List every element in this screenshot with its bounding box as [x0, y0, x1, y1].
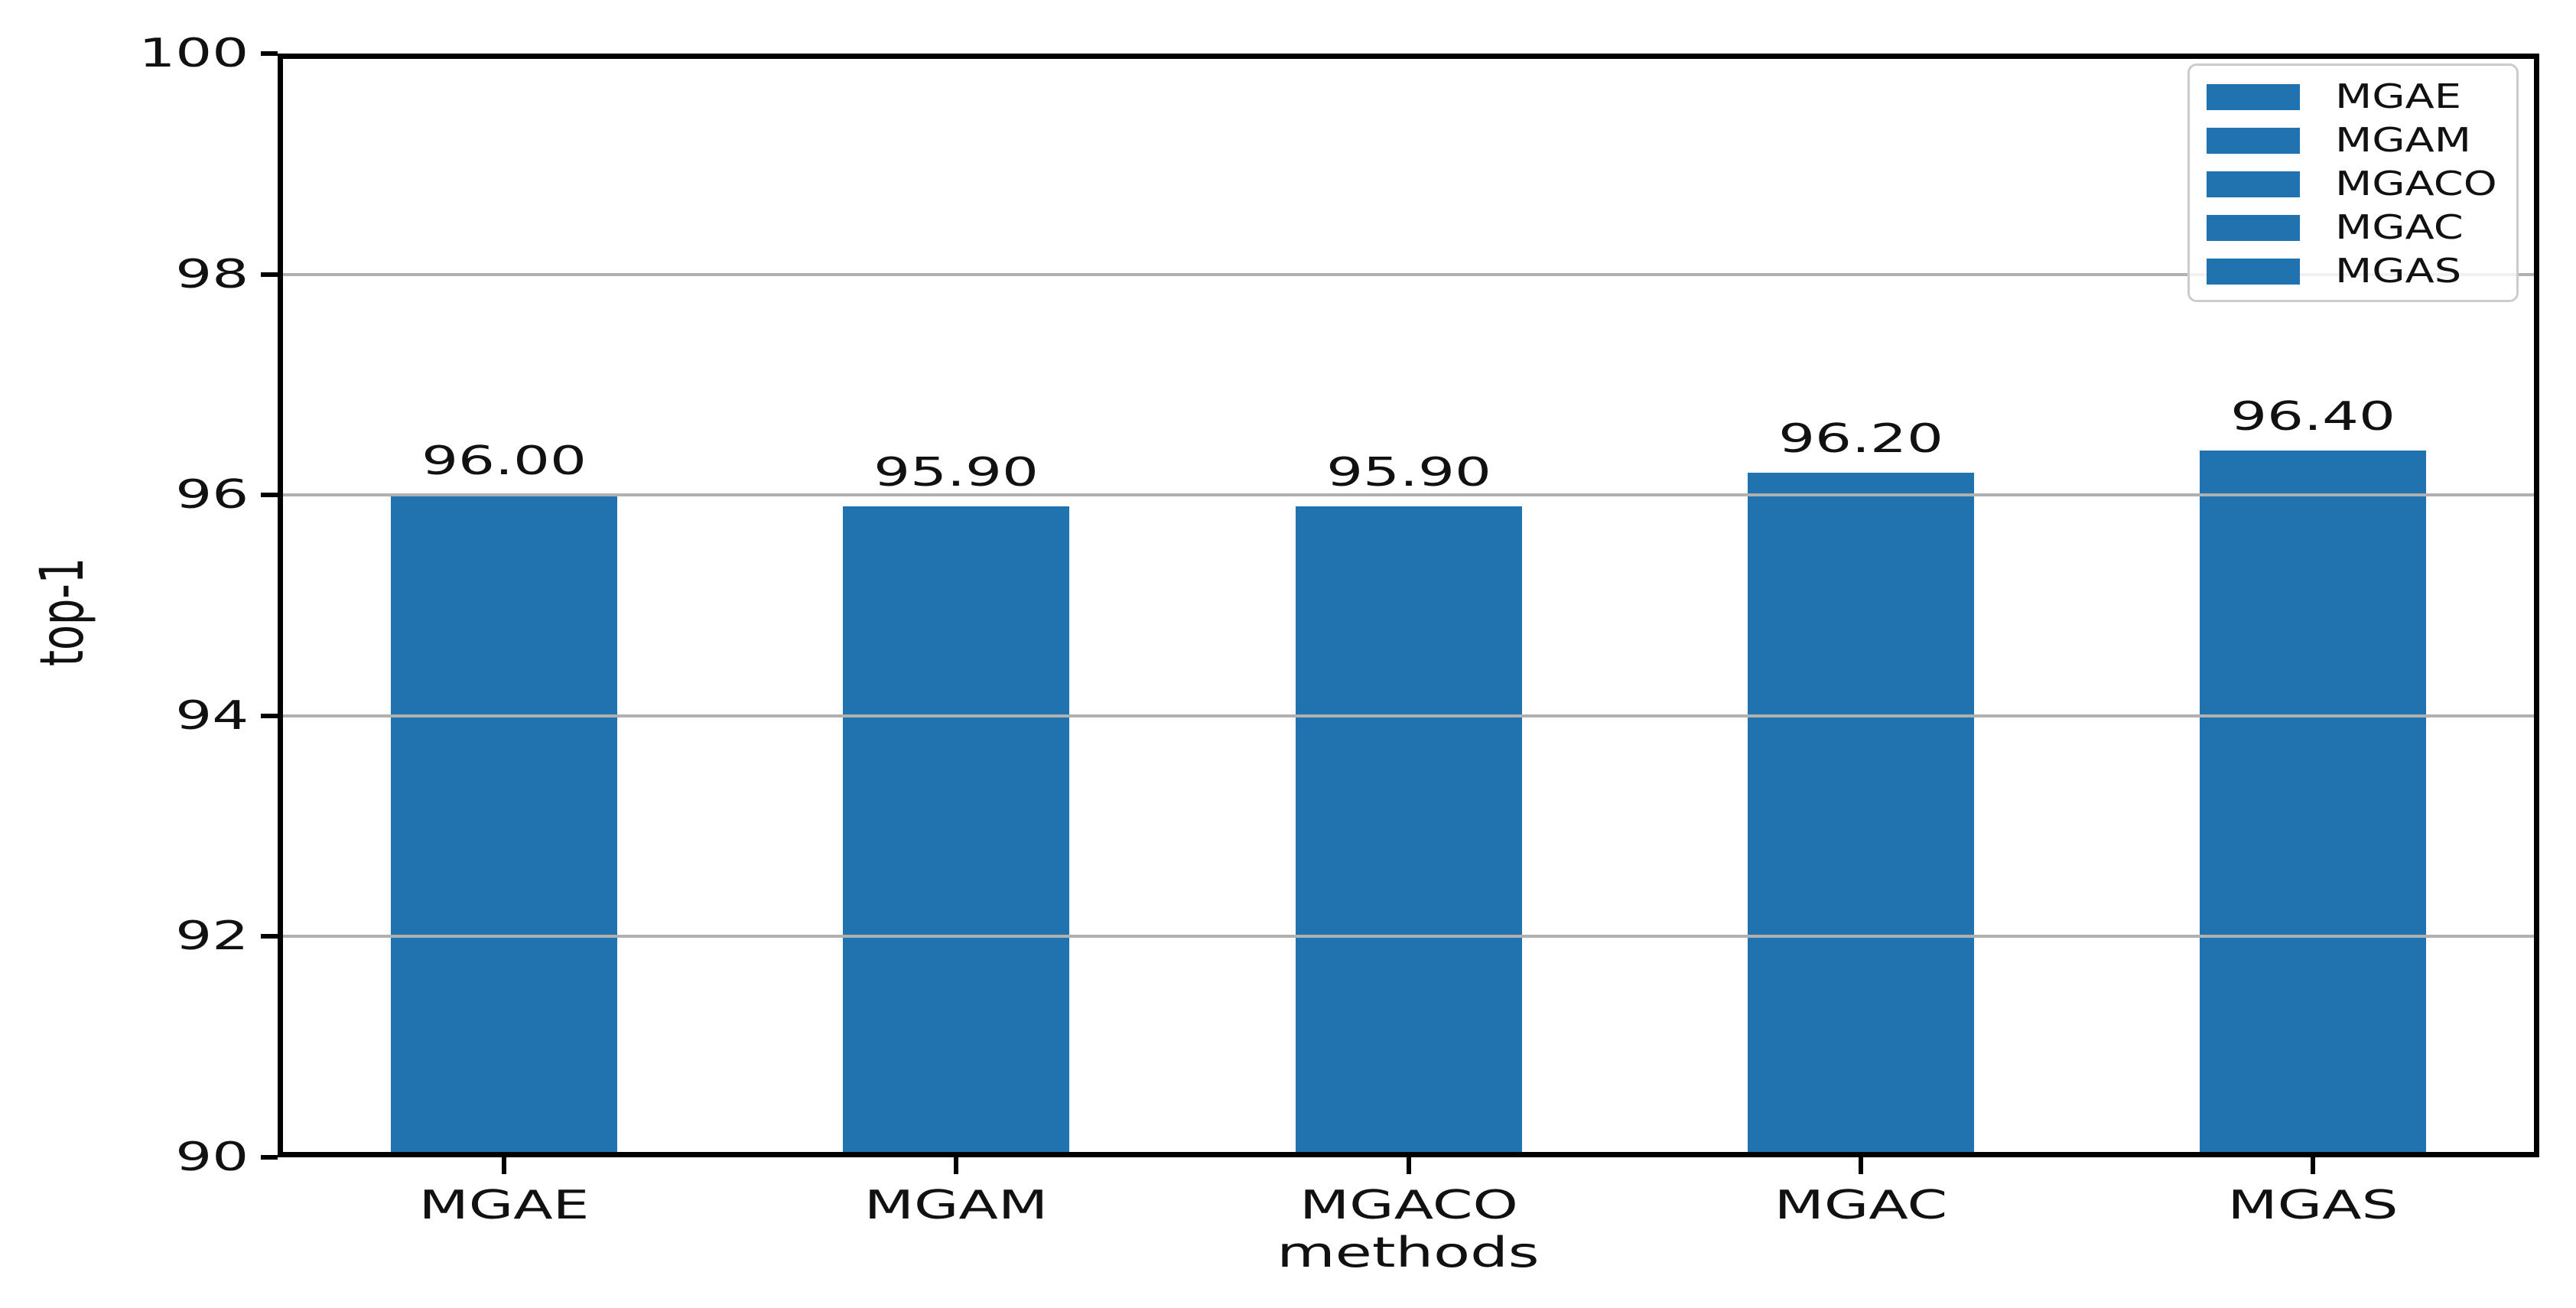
- legend-row-MGAM: MGAM: [2190, 119, 2516, 162]
- bar-value-label-MGAE: 96.00: [421, 438, 587, 485]
- gridline-y-94: [283, 714, 2534, 717]
- y-tick-label-92: 92: [175, 913, 249, 960]
- x-tick-label-MGAE: MGAE: [418, 1183, 590, 1228]
- bar-MGAC: [1747, 473, 1974, 1152]
- legend-label-MGACO: MGACO: [2335, 164, 2497, 203]
- y-tick-label-100: 100: [138, 31, 249, 76]
- gridlines-layer: [283, 59, 2534, 1152]
- y-tick-mark-96: [261, 493, 278, 498]
- plot-area: 96.00 95.90 95.90 96.20 96.40: [278, 54, 2539, 1157]
- legend-color-swatch: [2207, 258, 2300, 285]
- bar-MGAE: [390, 495, 617, 1152]
- bar-value-label-MGAM: 95.90: [873, 449, 1039, 496]
- y-tick-label-98: 98: [175, 251, 249, 298]
- x-tick-mark-MGAC: [1858, 1157, 1863, 1174]
- x-tick-mark-MGAE: [501, 1157, 506, 1174]
- gridline-y-98: [283, 272, 2534, 276]
- legend-label-MGAE: MGAE: [2335, 77, 2462, 116]
- y-tick-mark-98: [261, 272, 278, 277]
- x-tick-label-MGAS: MGAS: [2227, 1183, 2399, 1228]
- x-tick-label-MGACO: MGACO: [1299, 1183, 1518, 1228]
- bar-MGAM: [843, 506, 1070, 1152]
- x-tick-label-MGAC: MGAC: [1774, 1183, 1948, 1228]
- legend-color-swatch: [2207, 214, 2300, 241]
- legend-color-swatch: [2207, 127, 2300, 154]
- x-axis-title: methods: [1277, 1228, 1540, 1277]
- x-tick-mark-MGAS: [2311, 1157, 2316, 1174]
- bar-value-label-MGAC: 96.20: [1778, 416, 1943, 463]
- bar-value-label-MGAS: 96.40: [2230, 394, 2396, 441]
- y-tick-mark-92: [261, 934, 278, 939]
- legend-color-swatch: [2207, 171, 2300, 197]
- legend-color-swatch: [2207, 83, 2300, 110]
- y-tick-mark-100: [261, 51, 278, 56]
- legend-label-MGAS: MGAS: [2335, 252, 2462, 291]
- gridline-y-92: [283, 935, 2534, 939]
- legend-row-MGAC: MGAC: [2190, 206, 2516, 249]
- y-tick-label-90: 90: [175, 1134, 249, 1180]
- bar-labels-layer: 96.00 95.90 95.90 96.20 96.40: [283, 59, 2534, 1152]
- gridline-y-96: [283, 493, 2534, 497]
- x-tick-mark-MGACO: [1406, 1157, 1411, 1174]
- legend-row-MGACO: MGACO: [2190, 162, 2516, 206]
- legend: MGAE MGAM MGACO MGAC MGAS: [2187, 63, 2519, 302]
- y-axis-title: top-1: [27, 557, 97, 667]
- x-tick-label-MGAM: MGAM: [864, 1183, 1049, 1228]
- x-tick-mark-MGAM: [954, 1157, 959, 1174]
- bar-MGACO: [1295, 506, 1522, 1152]
- legend-row-MGAE: MGAE: [2190, 75, 2516, 119]
- legend-row-MGAS: MGAS: [2190, 249, 2516, 293]
- legend-label-MGAM: MGAM: [2335, 121, 2471, 160]
- y-tick-label-96: 96: [175, 472, 249, 519]
- y-tick-mark-90: [261, 1155, 278, 1160]
- bars-layer: [283, 59, 2534, 1152]
- y-tick-mark-94: [261, 713, 278, 718]
- bar-value-label-MGACO: 95.90: [1325, 449, 1491, 496]
- legend-label-MGAC: MGAC: [2335, 208, 2464, 247]
- y-tick-label-94: 94: [175, 692, 249, 739]
- bar-MGAS: [2200, 451, 2427, 1152]
